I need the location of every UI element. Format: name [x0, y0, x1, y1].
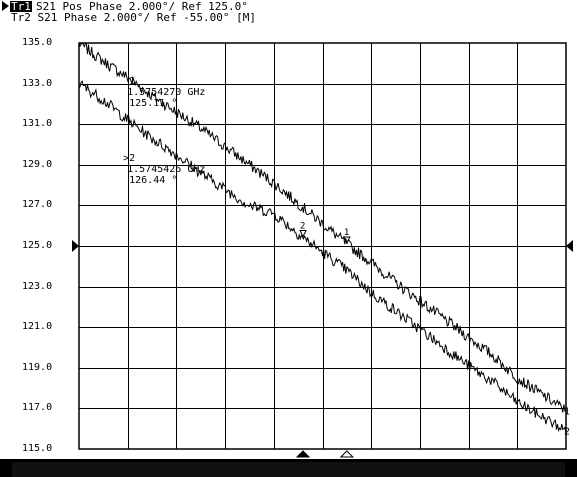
- marker-2-value: 126.44 °: [129, 175, 178, 186]
- traces: 12: [78, 42, 570, 438]
- trace-2-line: [78, 80, 567, 435]
- y-tick-label: 123.0: [22, 280, 53, 292]
- marker-row-1[interactable]: 1 1.5754270 GHz 125.11 °: [87, 65, 205, 120]
- marker-2-triangle: [299, 229, 307, 238]
- marker-1-label: 1: [344, 228, 349, 238]
- y-tick-label: 115.0: [22, 443, 53, 454]
- stimulus-marker-2-icon: [339, 450, 355, 458]
- marker-readout: 1 1.5754270 GHz 125.11 ° >2 1.5745426 GH…: [87, 43, 205, 219]
- trace1-header[interactable]: Tr1 S21 Pos Phase 2.000°/ Ref 125.0°: [0, 1, 248, 56]
- y-tick-label: 133.0: [22, 77, 53, 89]
- reference-right-arrow-icon: [566, 240, 573, 252]
- marker-1-value: 125.11 °: [129, 98, 178, 109]
- y-tick-label: 127.0: [22, 199, 53, 211]
- stimulus-markers: [295, 450, 355, 458]
- marker-1-freq: 1.5754270 GHz: [127, 87, 206, 98]
- trace-2-end-label: 2: [564, 427, 570, 438]
- softkey-frame: [12, 462, 565, 477]
- trace1-scale-text: S21 Pos Phase 2.000°/ Ref 125.0°: [36, 0, 248, 13]
- y-tick-label: 125.0: [22, 240, 53, 251]
- stimulus-marker-1-icon: [295, 450, 311, 458]
- trace-1-end-label: 1: [564, 406, 570, 417]
- reference-left-arrow-icon: [72, 240, 79, 252]
- y-tick-label: 121.0: [22, 321, 53, 333]
- marker-row-2[interactable]: >2 1.5745426 GHz 126.44 °: [87, 142, 205, 197]
- marker-2-id: >2: [123, 153, 136, 164]
- marker-1-triangle: [343, 236, 351, 245]
- marker-1-id: 1: [123, 76, 136, 87]
- trace-markers: 12: [299, 221, 351, 245]
- active-trace-arrow-icon: [2, 1, 9, 11]
- marker-2-label: 2: [300, 221, 305, 231]
- y-tick-label: 119.0: [22, 361, 53, 373]
- y-tick-label: 117.0: [22, 402, 53, 414]
- y-tick-label: 131.0: [22, 118, 53, 130]
- trace-1-line: [78, 42, 567, 413]
- y-tick-label: 135.0: [22, 37, 53, 48]
- trace1-badge[interactable]: Tr1: [10, 0, 32, 13]
- trace2-header[interactable]: Tr2 S21 Phase 2.000°/ Ref -55.00° [M]: [0, 12, 256, 45]
- trace2-scale-text: Tr2 S21 Phase 2.000°/ Ref -55.00° [M]: [11, 11, 257, 24]
- y-tick-label: 129.0: [22, 158, 53, 170]
- reference-arrows: [72, 240, 573, 252]
- marker-2-freq: 1.5745426 GHz: [127, 164, 206, 175]
